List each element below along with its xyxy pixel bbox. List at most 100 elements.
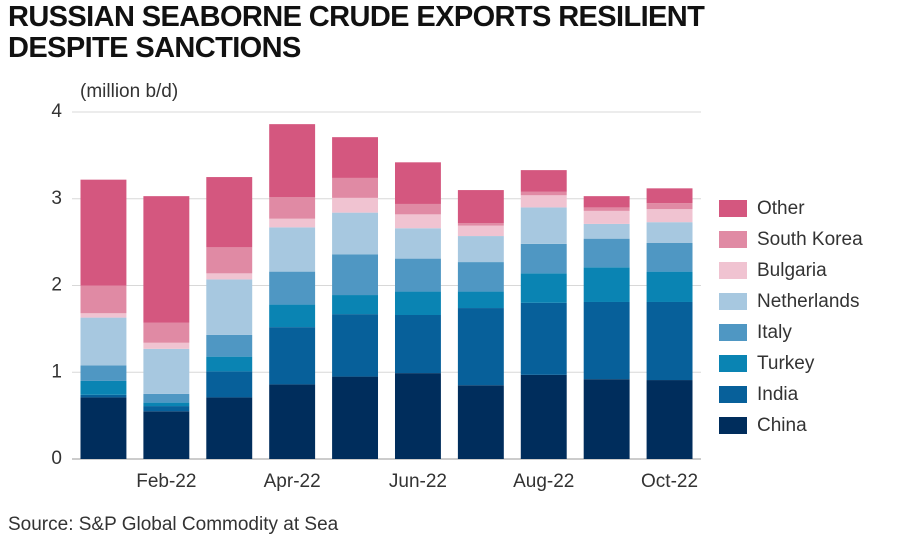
x-tick-label: Aug-22 xyxy=(513,471,574,492)
bar-segment xyxy=(332,177,379,198)
bar-segment xyxy=(583,196,630,208)
bar-segment xyxy=(457,385,504,459)
bar-segment xyxy=(520,374,567,459)
bar-segment xyxy=(520,191,567,196)
bar-segment xyxy=(583,379,630,459)
bar-segment xyxy=(457,190,504,224)
bar-segment xyxy=(457,223,504,226)
bar-segment xyxy=(457,236,504,263)
bar-segment xyxy=(646,242,693,272)
bar-segment xyxy=(646,271,693,302)
bar-segment xyxy=(269,271,316,305)
legend-label: Italy xyxy=(757,322,792,343)
bar-segment xyxy=(206,397,253,459)
legend-swatch xyxy=(719,417,747,434)
legend-label: India xyxy=(757,384,799,405)
bar-segment xyxy=(646,203,693,210)
bar-segment xyxy=(332,254,379,296)
bar-segment xyxy=(520,302,567,375)
bar-segment xyxy=(269,197,316,219)
bar-segment xyxy=(646,380,693,459)
bar-segment xyxy=(520,273,567,303)
bar-segment xyxy=(646,222,693,243)
bar-segment xyxy=(206,334,253,357)
legend-swatch xyxy=(719,293,747,310)
bar-segment xyxy=(269,227,316,272)
bar-segment xyxy=(143,411,190,459)
bar-segment xyxy=(520,170,567,192)
bar-segment xyxy=(80,179,127,286)
bar-segment xyxy=(80,397,127,459)
bar-segment xyxy=(583,238,630,268)
bar-segment xyxy=(520,243,567,274)
legend-swatch xyxy=(719,200,747,217)
x-tick-label: Apr-22 xyxy=(264,471,321,492)
legend-label: Other xyxy=(757,198,805,219)
legend-label: Netherlands xyxy=(757,291,859,312)
legend-swatch xyxy=(719,386,747,403)
bar-segment xyxy=(394,162,441,204)
bar-segment xyxy=(206,273,253,280)
bar-segment xyxy=(457,225,504,237)
bar-segment xyxy=(143,322,190,343)
bar-segment xyxy=(646,301,693,381)
bar-segment xyxy=(80,285,127,314)
bar-segment xyxy=(394,228,441,259)
bar-segment xyxy=(583,223,630,239)
bar-segment xyxy=(646,209,693,223)
bar-segment xyxy=(206,177,253,248)
chart-title: RUSSIAN SEABORNE CRUDE EXPORTS RESILIENT… xyxy=(8,1,705,64)
bar-segment xyxy=(457,262,504,292)
bar-segment xyxy=(80,394,127,398)
y-tick-label: 1 xyxy=(51,361,62,382)
bar-segment xyxy=(332,295,379,315)
bar-segment xyxy=(143,348,190,394)
legend-label: Turkey xyxy=(757,353,815,374)
bar-segment xyxy=(332,197,379,213)
bar-segment xyxy=(269,124,316,198)
bar-segment xyxy=(269,304,316,328)
legend-swatch xyxy=(719,262,747,279)
bar-segment xyxy=(583,210,630,224)
x-tick-label: Oct-22 xyxy=(641,471,698,492)
legend-swatch xyxy=(719,355,747,372)
x-tick-label: Feb-22 xyxy=(136,471,196,492)
bar-segment xyxy=(332,137,379,178)
bar-segment xyxy=(394,258,441,292)
bar-segment xyxy=(80,365,127,381)
legend-label: South Korea xyxy=(757,229,863,250)
bar-segment xyxy=(143,393,190,403)
bar-segment xyxy=(143,406,190,412)
y-axis-label: (million b/d) xyxy=(80,81,178,102)
bar-segment xyxy=(394,314,441,374)
bar-segment xyxy=(583,301,630,380)
bar-segment xyxy=(646,188,693,204)
bar-segment xyxy=(206,279,253,335)
bar-segment xyxy=(80,380,127,395)
legend-label: China xyxy=(757,415,807,436)
bar-segment xyxy=(269,327,316,385)
bar-segment xyxy=(394,214,441,229)
bar-segment xyxy=(394,373,441,459)
y-tick-label: 4 xyxy=(51,101,62,122)
bar-segment xyxy=(394,203,441,215)
y-tick-label: 0 xyxy=(51,448,62,469)
bar-segment xyxy=(583,207,630,211)
bar-segment xyxy=(80,313,127,318)
bar-segment xyxy=(143,196,190,323)
bar-segment xyxy=(206,371,253,398)
legend-label: Bulgaria xyxy=(757,260,827,281)
y-tick-label: 3 xyxy=(51,188,62,209)
bar-segment xyxy=(269,218,316,228)
bar-segment xyxy=(520,195,567,208)
y-tick-label: 2 xyxy=(51,275,62,296)
bar-segment xyxy=(332,376,379,459)
bar-segment xyxy=(143,342,190,349)
bar-segment xyxy=(520,207,567,244)
legend-swatch xyxy=(719,231,747,248)
bar-segment xyxy=(80,317,127,366)
bar-segment xyxy=(394,291,441,315)
bar-segment xyxy=(206,247,253,274)
